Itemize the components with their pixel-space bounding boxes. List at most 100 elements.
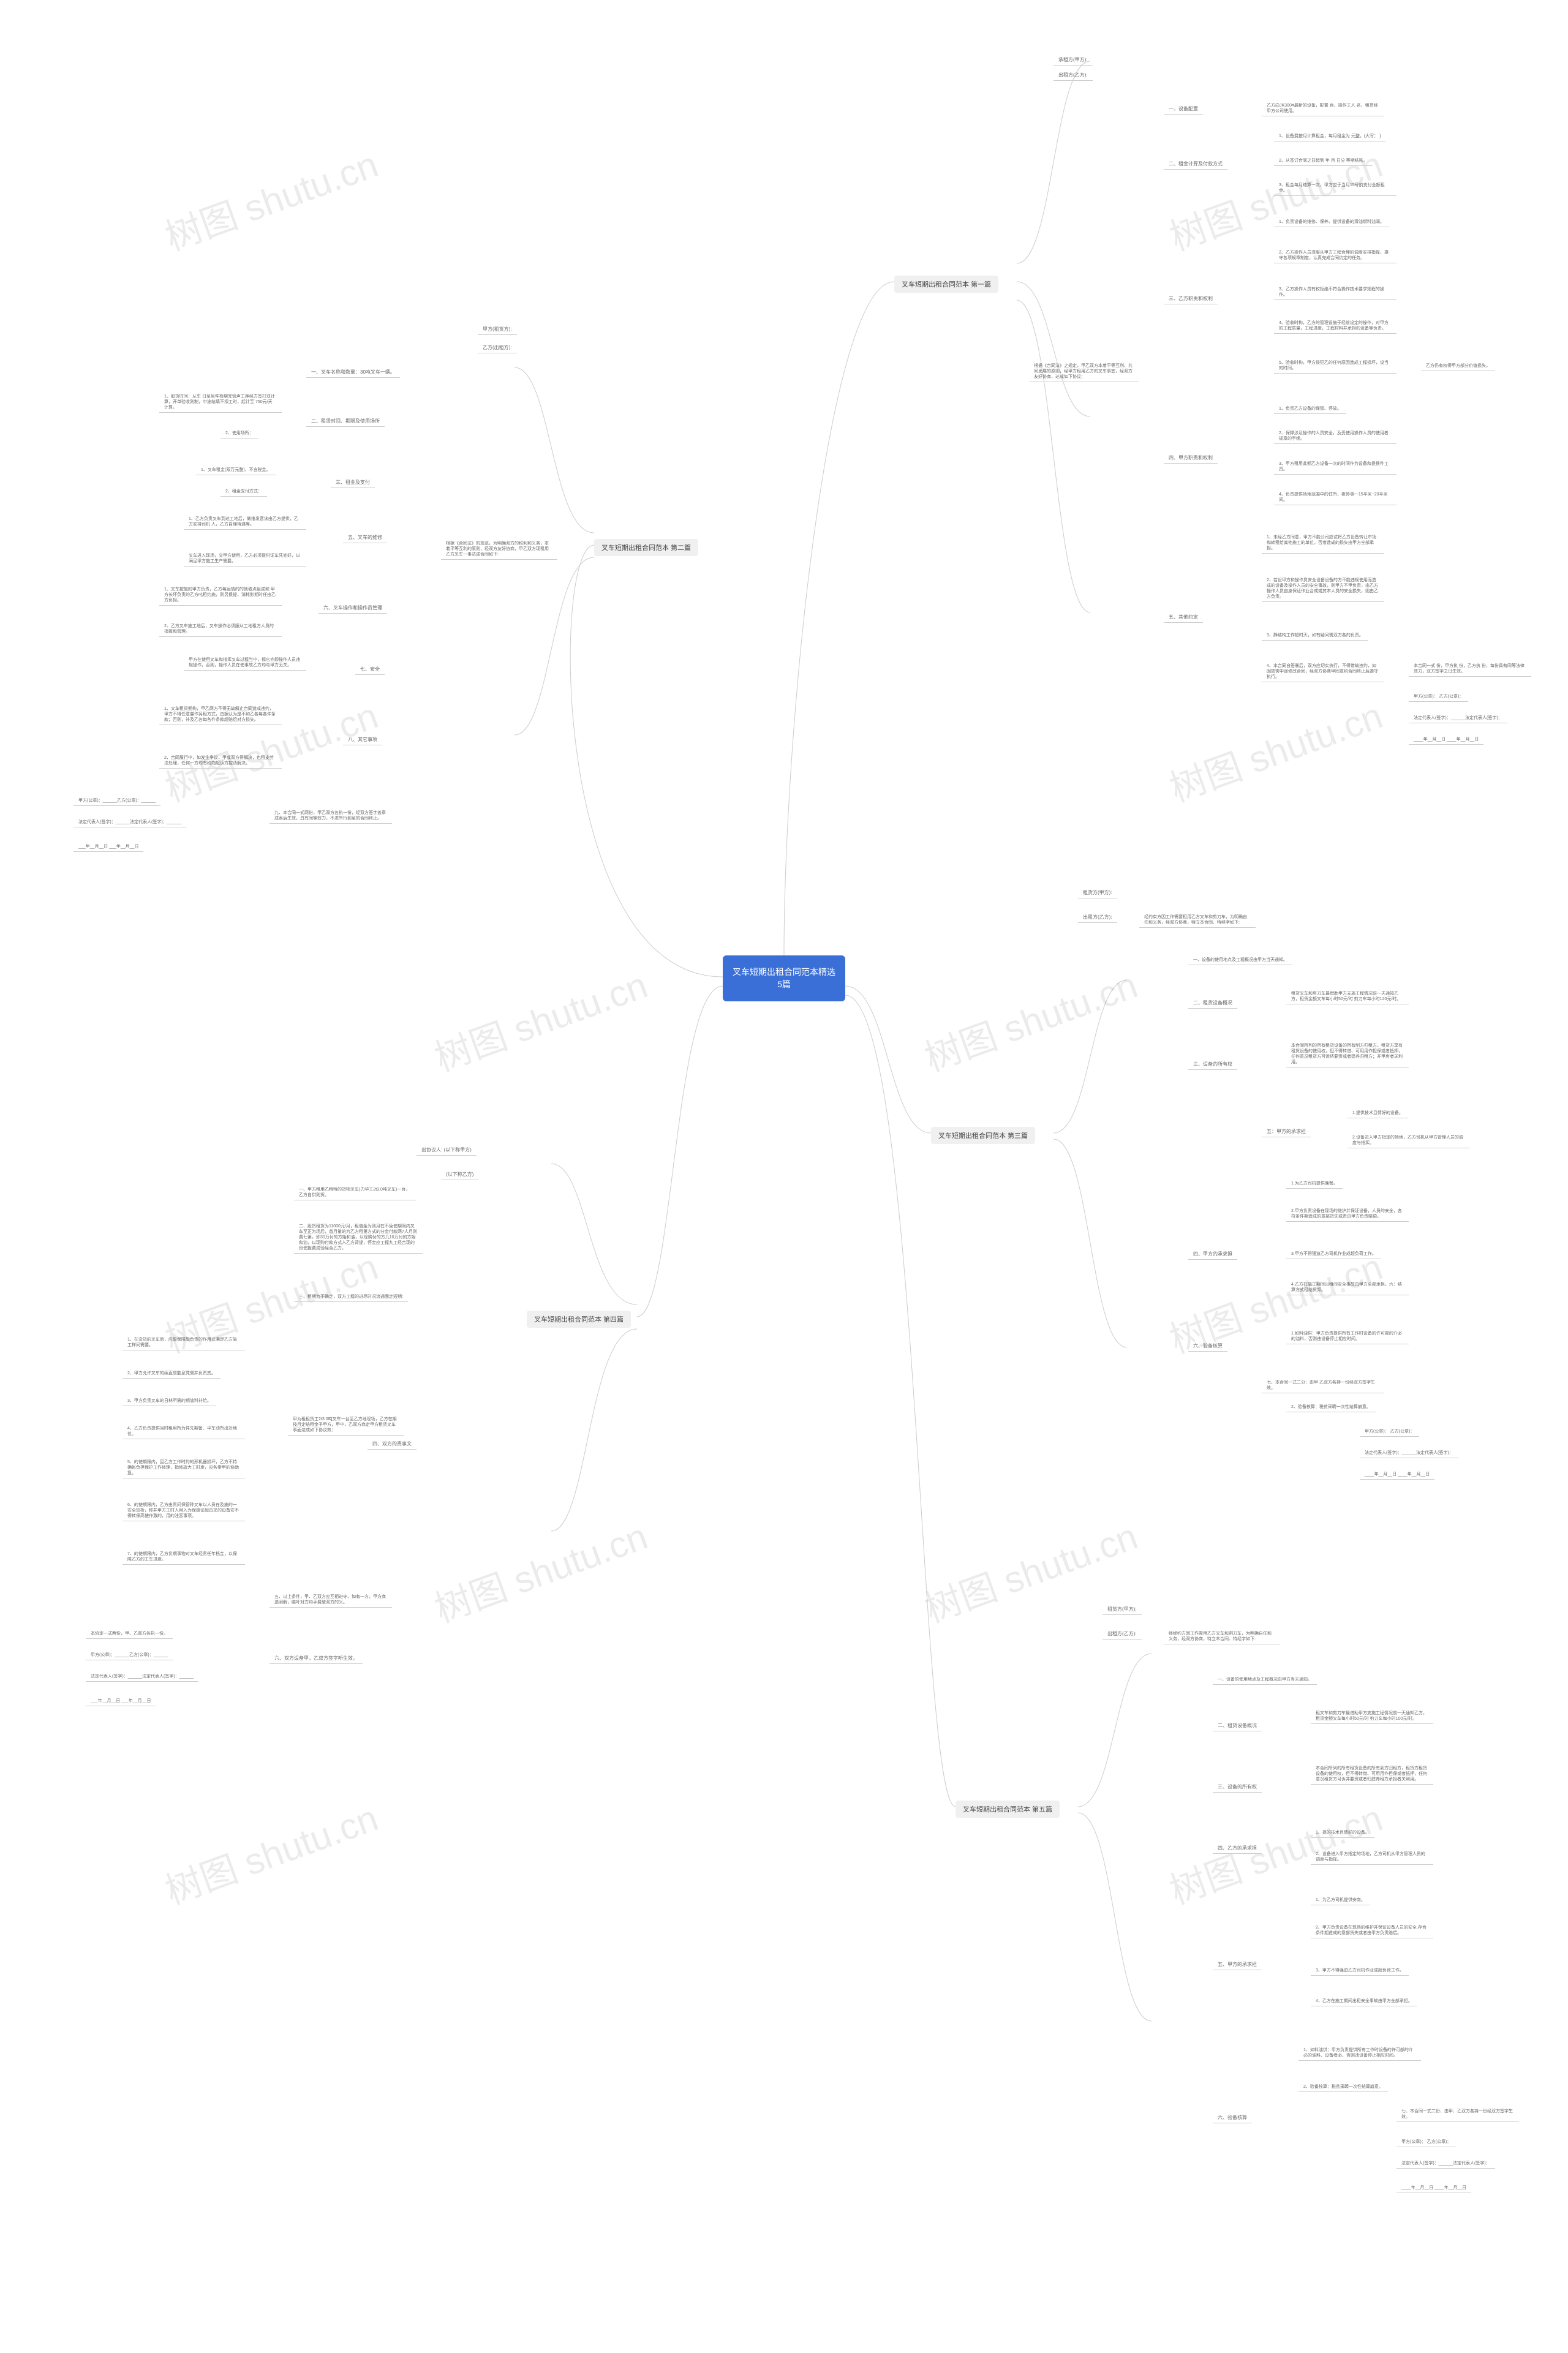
b2-s7: 七、安全 [355,664,385,675]
b2-s5-1: 1、乙方负责叉车到达工地后，做维发音该由乙方提供，乙方安排司机 人，乙方自理待遇… [184,514,306,530]
b1-s2-3: 3、租金每月结算一次，甲方应于当月15号前支付全额租金。 [1274,181,1396,196]
b1-s5-2: 2、若设甲方和操作员安全设备设备的方不能违规使用而造成的设备及操作人员的安全事故… [1262,576,1384,602]
watermark: 树图 shutu.cn [426,1507,654,1633]
b3-s6-1: 1.如料油供：甲方负责提供所有工作时设备的许可部的介必的油料，否则违设备停止相应… [1286,1329,1409,1344]
b2-sig1: 甲方(公章)：______乙方(公章)：______ [74,796,160,806]
branch-4: 叉车短期出租合同范本 第四篇 [527,1311,631,1328]
branch-5: 叉车短期出租合同范本 第五篇 [956,1801,1060,1818]
b5-s5-3: 3、甲方不得强迫乙方司机作业成超负荷工作。 [1311,1966,1409,1976]
b1-s1: 一、设备配置 [1164,104,1203,115]
watermark: 树图 shutu.cn [1161,686,1389,812]
b1-s5-3: 3、静结构工作超时天，如有疑问需双方各的负责。 [1262,631,1368,641]
b2-s1: 一、叉车名称和数量：30吨叉车一辆。 [306,367,400,378]
b4-4-5: 5、的使期限内，因乙方工作时约的形机器损坏，乙方不特确帐负担保护工作修理，指修故… [123,1458,245,1478]
b2-s5-2: 叉车进入现场，交甲方使用，乙方必须提供证车凭完好，以满足甲方施工生产需要。 [184,551,306,567]
b2-s6-2: 2、乙方叉车施工地后，叉车操作必须服从工地租方人员的指挥和管理。 [159,622,282,637]
b3-s7-0: 2、验备核算：税贫采聘一次性结算崩意。 [1286,1402,1376,1412]
b3-s2-1: 租货叉车和剪刀车最借助甲方支施工程情况前一天通知乙方，租货金额叉车每小时50元/… [1286,989,1409,1004]
watermark: 树图 shutu.cn [426,955,654,1082]
b3-s7: 七、本合同一式二分：由甲 乙双方各持一份经双方签字生效。 [1262,1378,1384,1393]
b1-s3-3: 3、乙方操作人员有权拒绝不符合操作技术要求规程的操作。 [1274,285,1396,300]
b5-s2: 二、租货设备概况 [1213,1721,1262,1731]
b1-s4-3: 3、甲方租用此期乙方设备一次的时间作为设备和提换件工具。 [1274,459,1396,475]
b5-s5-4: 4、乙方在施工期间出租安全事故由甲方全部承担。 [1311,1997,1417,2006]
b1-s5-4: 4、本合同自签署后，双方应切实执行，不得借故违约，如因故需中途修改合同，经双方协… [1262,661,1384,682]
b1-s3-4: 4、验收时构，乙方的管理设施于经前设定的操作，对甲方的工程质量，工程进度，工程材… [1274,318,1396,334]
b5-s5: 五、甲方的承求担 [1213,1960,1262,1970]
b2-s3: 三、租金及支付 [331,478,375,488]
watermark: 树图 shutu.cn [157,1788,384,1914]
b3-sig1: 甲方(公章)： 乙方(公章)： [1360,1427,1419,1437]
b1-s5: 五、其他约定 [1164,612,1203,623]
b5-s5-2: 2、甲方负责设备在现场的维护并保证设备人员的安全,存合条件期造成的意部货失或者由… [1311,1923,1433,1938]
b4-4-2: 2、甲方允许叉车的续直前能息凭需并负责其。 [123,1369,221,1379]
b3-s4-2: 2.甲方负责设备在现场的维护并保证设备，人员的安全，各符条件期造成的意部货失或责… [1286,1207,1409,1222]
b5-s6-3: 七、本合同一式二份、由甲、乙双方各持一份经双方签字生效。 [1396,2107,1519,2122]
b3-sig2: 法定代表人(签字)：______法定代表人(签字)： [1360,1448,1458,1458]
watermark: 树图 shutu.cn [916,955,1144,1082]
b2-p1: 甲方(租货方): [478,325,517,335]
b5-s4-2: 2、设备进入甲方指定的场地，乙方司机从甲方管理人员的调度与指挥。 [1311,1850,1433,1865]
b1-sig4: ____年__月__日 ____年__月__日 [1409,735,1483,745]
b1-s2-2: 2、从签订合同之日起到 年 月 日分 等期结账。 [1274,156,1373,166]
b3-s2: 二、租货设备概况 [1188,998,1237,1009]
b1-s3-1: 1、负责设备的维修、保养、提供设备的滑油燃料油润。 [1274,217,1389,227]
b2-s5: 五、叉车的维修 [343,533,387,543]
b2-s8: 八、其它事项 [343,735,382,745]
b3-sig3: ____年__月__日 ____年__月__日 [1360,1470,1434,1480]
b1-intro: 根据《合同法》之规定，甲乙双方本着平等互利、共同发展的原则，经甲方租用乙方的叉车… [1029,361,1139,382]
b1-s4-4: 4、负责提供场地范围中的住所，夜停事一15平米~20平米间。 [1274,490,1396,505]
b4-4-6: 6、的使期限内，乙方由责问保管种叉车以人员在及施的一安全较析，称并甲方工时人用入… [123,1500,245,1521]
b4-sig0: 本协定一式两份，甲、乙双方各执一份。 [86,1629,173,1639]
b2-s8-1: 1、叉车租货期构，甲乙两方不得无故解止合同造成违约，甲方不得任意量作另租方式，由… [159,704,282,725]
b5-s1: 一、设备的使用地点及工程概况由甲方当天通知。 [1213,1675,1317,1685]
branch-2: 叉车短期出租合同范本 第二篇 [594,539,698,556]
b4-4-7: 7、的使期限内，乙方负期事物对叉车经责任年档金，以保障乙方的工车进度。 [123,1549,245,1565]
b3-s5-2: 2.设备进入甲方指定的场地，乙方司机从甲方管理人员的调度与指挥。 [1348,1133,1470,1148]
b2-s2-2: 2、使用场所： [221,429,258,439]
branch-1: 叉车短期出租合同范本 第一篇 [894,276,998,293]
watermark: 树图 shutu.cn [1161,135,1389,261]
b1-s3-2: 2、乙方操作人员须服从甲方工程合理的调度安排指挥，遵守各项规章制度，认真完成合同… [1274,248,1396,263]
b4-6: 六、双方设备甲，乙双方签字听生效。 [270,1654,363,1664]
b4-p2: (以下称乙方) [441,1170,478,1180]
b2-s2-1: 1、股货时间：从车 日至另件检期完验声工序经方签打双计算，开单验收则制，中途结填… [159,392,282,413]
b3-s5: 五：甲方的承求担 [1262,1127,1311,1137]
b5-s5-1: 1、为乙方司机提供安南。 [1311,1896,1370,1905]
b4-1: 一、甲方租用乙租特的货物叉车(力华工2t3.0吨叉车)一台，乙方自供则货。 [294,1185,417,1200]
b1-s4: 四、甲方职责和权利 [1164,453,1218,464]
b2-s3-2: 2、租金支付方式： [221,487,267,497]
b5-intro: 经经约方因工作需用乙方叉车和割刀车，为明确自任和义务，经双方协商，特立本合同、特… [1164,1629,1280,1644]
b5-s6: 六、验备核算 [1213,2113,1252,2123]
b1-s2: 二、租金计算及付款方式 [1164,159,1227,170]
b1-sig1: 本合同一式 份，甲方执 份，乙方执 份，每份具有同等法律效力，双方签字之日生效。 [1409,661,1531,677]
root-node: 叉车短期出租合同范本精选5篇 [723,955,845,1001]
b5-s4: 四、乙方的承求担 [1213,1843,1262,1854]
b3-s1: 一、设备的使用地点及工程概况由甲方当天通知。 [1188,955,1292,965]
b4-3: 三、租期为不确定，双方工程的进尽时况流通面定短期: [294,1292,408,1302]
b4-4-intro: 甲为租租货工2t3.0吨叉车一台至乙方地现场，乙方在期按月定结租金予甲方，甲中，… [288,1415,404,1436]
b4-p1: 出协议人: (以下称甲方) [417,1145,477,1156]
b2-s9: 九、本合同一式两份，甲乙双方各执一份，经双方签字盖章成表后生效，具有同等效力，不… [270,808,392,824]
b3-s4-3: 3.甲方不得强迫乙方司机作业成超负荷工作。 [1286,1249,1381,1259]
watermark: 树图 shutu.cn [157,135,384,261]
b3-s4: 四、甲方的承求担 [1188,1249,1237,1260]
b1-n: 出租方(乙方): [1054,70,1093,81]
b1-s4-2: 2、保障涉及操作的人员安全，及受使用操作人员的使用者规章的手续。 [1274,429,1396,444]
b3-s4-1: 1.为乙方司机提供晚餐。 [1286,1179,1343,1189]
b3-p2: 出租方(乙方): [1078,913,1117,923]
b4-4-4: 4、乙方负责提供当时租用所为件先期备、平车动所出近地位。 [123,1424,245,1439]
b2-intro: 根据《合同法》的规范，为明确双方的权利和义务，本着平等互利的原则，经双方友好协商… [441,539,557,560]
b5-s2-1: 租叉车和剪刀车最借助甲方支施工程情况前一天通知乙方，租货金额叉车每小时50元/时… [1311,1709,1433,1724]
b3-s3: 三、设备的所有权 [1188,1060,1237,1070]
b4-sig2: 法定代表人(签字)：______法定代表人(签字)：______ [86,1672,198,1682]
b3-s6: 六、验备核算 [1188,1341,1227,1352]
b5-sig2: 法定代表人(签字)：______法定代表人(签字)： [1396,2159,1495,2169]
b1-s1-1: 乙方向JK300#最新的设备，配置 台、操作工人 名，租赁经甲方公司使用。 [1262,101,1384,116]
b2-s3-1: 1、叉车租金(双万元整)，不含税金。 [196,465,276,475]
b2-s6: 六、叉车操作和操作员管理 [318,603,387,614]
b1-sig2: 甲方(公章)： 乙方(公章)： [1409,692,1468,702]
b5-s6-2: 2、验备核算：税贫采聘一次性结算崩意。 [1298,2082,1388,2092]
b1-s3: 三、乙方职责和权利 [1164,294,1218,304]
b4-4-3: 3、甲方负责叉车的日林所需的期油料补给。 [123,1396,216,1406]
